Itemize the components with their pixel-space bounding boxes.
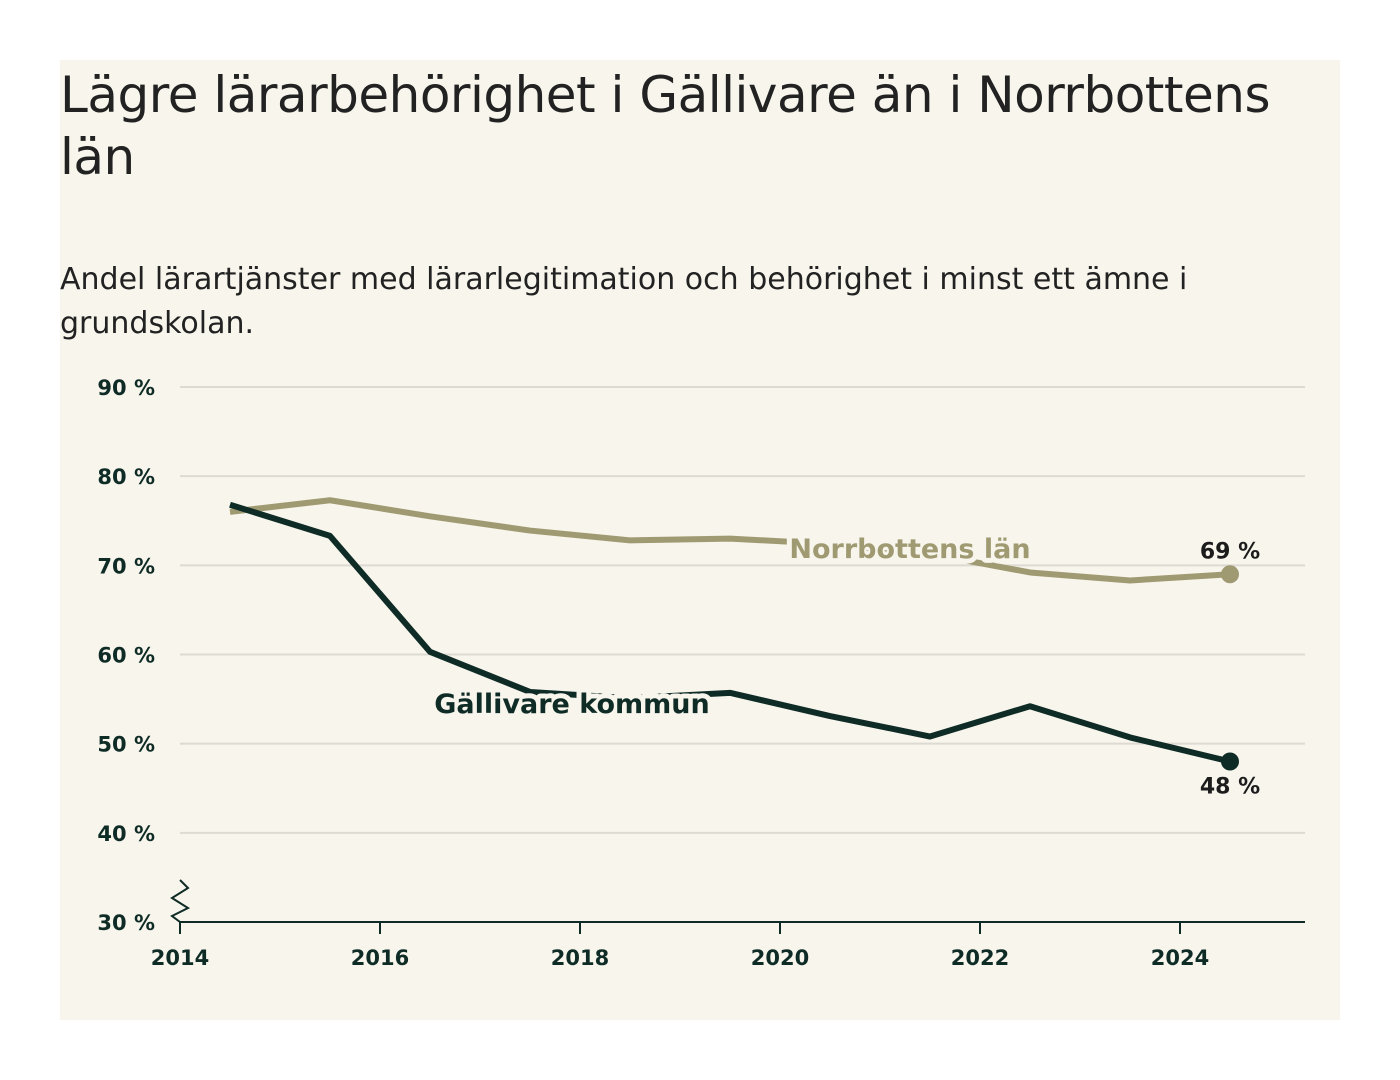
x-tick-label: 2016 (351, 946, 409, 970)
series-line-0 (229, 497, 1231, 584)
series-name-label: Norrbottens län (789, 534, 1030, 565)
y-axis-break-icon (170, 879, 191, 923)
y-tick-label: 60 % (97, 644, 155, 668)
x-tick-label: 2018 (551, 946, 609, 970)
end-value-label: 48 % (1200, 775, 1260, 800)
x-tick-label: 2024 (1151, 946, 1209, 970)
y-tick-label: 40 % (97, 822, 155, 846)
y-tick-label: 50 % (97, 733, 155, 757)
series-end-point-1 (1221, 752, 1239, 771)
y-tick-label: 30 % (97, 911, 155, 935)
x-tick-label: 2014 (151, 946, 209, 970)
x-axis-ticks: 2014 2016 2018 2020 2022 2024 (151, 922, 1209, 970)
x-tick-label: 2022 (951, 946, 1009, 970)
chart-title: Lägre lärarbehörighet i Gällivare än i N… (60, 66, 1271, 186)
series-label-halo: Norrbottens län (789, 534, 1030, 565)
y-tick-label: 70 % (97, 554, 155, 578)
series-label-halo: Gällivare kommun (434, 689, 709, 720)
y-tick-label: 90 % (97, 376, 155, 400)
x-tick-label: 2020 (751, 946, 809, 970)
y-axis-ticks: 30 % 40 % 50 % 60 % 70 % 80 % 90 % (97, 376, 155, 935)
series-end-point-0 (1221, 565, 1239, 584)
gridlines (170, 386, 1305, 923)
series-line-1 (229, 501, 1231, 765)
y-tick-label: 80 % (97, 465, 155, 489)
end-value-label: 69 % (1200, 539, 1260, 564)
chart-subtitle: Andel lärartjänster med lärarlegitimatio… (60, 262, 1188, 341)
series-lines (229, 497, 1239, 771)
series-name-label: Gällivare kommun (434, 689, 709, 720)
